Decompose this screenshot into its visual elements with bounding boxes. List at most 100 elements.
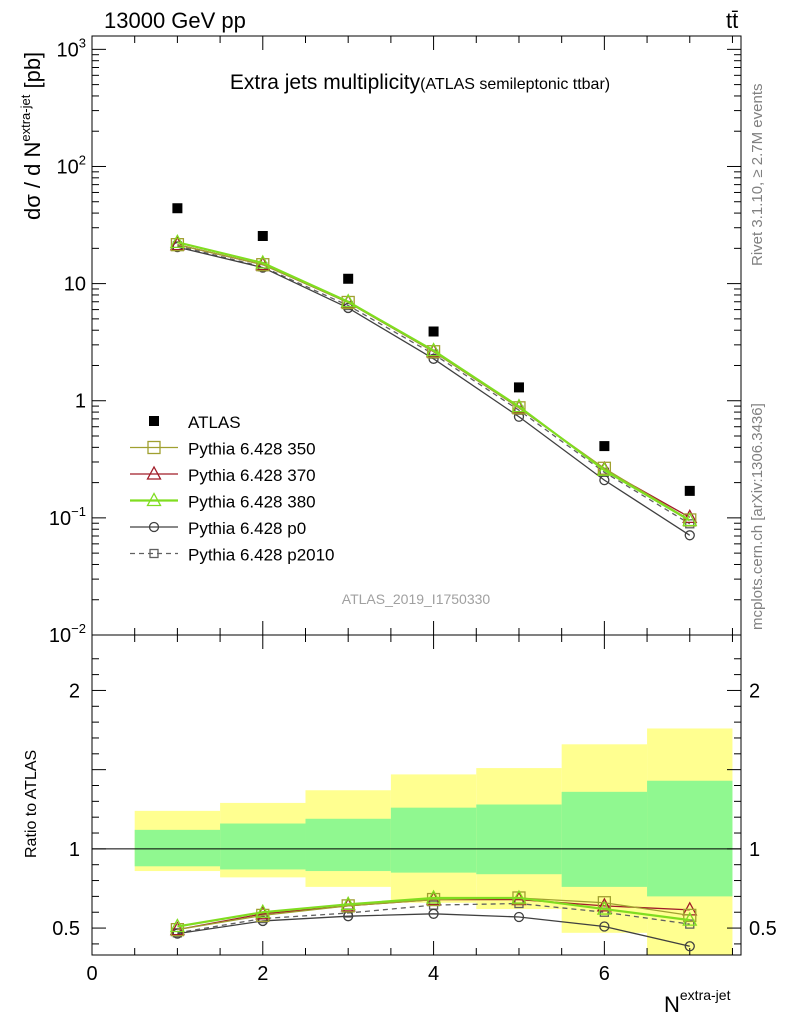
ratio-uncertainty-bands bbox=[134, 728, 733, 955]
main-y-axis-title-pre: dσ / d N bbox=[20, 142, 45, 220]
main-point-data bbox=[343, 273, 354, 284]
legend-marker-p2010 bbox=[149, 548, 159, 559]
main-point-data bbox=[599, 441, 610, 452]
plot-title: Extra jets multiplicity(ATLAS semilepton… bbox=[230, 71, 610, 94]
main-point-p0 bbox=[428, 353, 439, 364]
ratio-y-tick-label-right: 2 bbox=[749, 680, 760, 702]
ratio-band-inner bbox=[647, 780, 733, 897]
main-y-tick-label: 102 bbox=[57, 152, 86, 178]
ratio-point-p0 bbox=[599, 921, 610, 932]
ratio-line-p380 bbox=[177, 896, 690, 928]
legend-label-p370: Pythia 6.428 370 bbox=[188, 466, 316, 485]
ratio-point-p380 bbox=[682, 911, 698, 926]
legend: ATLAS Pythia 6.428 350 Pythia 6.428 370 Pyt… bbox=[130, 413, 335, 565]
main-y-tick-label: 10−2 bbox=[49, 621, 86, 647]
main-y-tick-label: 10−1 bbox=[49, 504, 86, 530]
legend-marker-p370 bbox=[146, 465, 162, 480]
ratio-panel-series bbox=[169, 889, 698, 952]
rivet-version-label: Rivet 3.1.10, ≥ 2.7M events bbox=[749, 84, 766, 267]
main-point-p350 bbox=[341, 295, 355, 310]
main-point-p350 bbox=[512, 401, 526, 415]
ratio-y-tick-label-left: 1 bbox=[69, 839, 80, 861]
main-point-p380 bbox=[255, 254, 271, 269]
main-point-p0 bbox=[684, 530, 695, 541]
legend-label-p380: Pythia 6.428 380 bbox=[188, 493, 316, 512]
legend-marker-p0 bbox=[148, 521, 160, 533]
main-point-p380 bbox=[425, 342, 442, 357]
ratio-point-p0 bbox=[428, 908, 439, 919]
ratio-band-inner bbox=[561, 791, 648, 887]
ratio-band-inner bbox=[476, 804, 562, 875]
x-axis-title-base: N bbox=[664, 992, 680, 1017]
analysis-id: ATLAS_2019_I1750330 bbox=[342, 591, 491, 607]
plot-title-sub: (ATLAS semileptonic ttbar) bbox=[420, 76, 610, 93]
main-point-p380 bbox=[340, 293, 356, 308]
main-y-tick-label-exp: 2 bbox=[79, 152, 86, 167]
legend-marker-data bbox=[149, 416, 159, 426]
main-y-tick-label: 10 bbox=[64, 274, 86, 296]
ratio-point-p380 bbox=[255, 903, 271, 918]
x-tick-label: 2 bbox=[257, 963, 268, 985]
ratio-point-p380 bbox=[169, 918, 185, 933]
ratio-y-tick-label-left: 0.5 bbox=[52, 918, 80, 940]
ratio-point-p350 bbox=[683, 908, 697, 923]
legend-label-p350: Pythia 6.428 350 bbox=[188, 440, 316, 459]
main-point-data bbox=[684, 485, 695, 496]
x-tick-label: 0 bbox=[86, 963, 97, 985]
main-point-p350 bbox=[426, 345, 441, 359]
main-point-p370 bbox=[682, 508, 698, 524]
main-y-tick-label-base: 10 bbox=[49, 508, 71, 530]
main-y-tick-label-exp: −1 bbox=[71, 504, 86, 519]
main-y-tick-label-base: 10 bbox=[57, 39, 79, 61]
ratio-point-p350 bbox=[426, 892, 441, 907]
main-y-tick-label-base: 10 bbox=[57, 156, 79, 178]
ratio-point-p0 bbox=[513, 911, 525, 923]
legend-marker-p350 bbox=[147, 440, 161, 455]
main-y-axis-title-unit: [pb] bbox=[20, 52, 45, 95]
main-y-axis-title: dσ / d Nextra-jet [pb] bbox=[18, 52, 45, 220]
legend-label-p2010: Pythia 6.428 p2010 bbox=[188, 546, 335, 565]
mcplots-site-label: mcplots.cern.ch [arXiv:1306.3436] bbox=[749, 403, 766, 630]
ratio-y-tick-label-right: 0.5 bbox=[749, 918, 777, 940]
main-point-data bbox=[257, 230, 268, 241]
ratio-point-p0 bbox=[684, 941, 695, 952]
main-y-tick-label: 1 bbox=[75, 391, 86, 413]
ratio-band-inner bbox=[220, 823, 306, 870]
main-point-data bbox=[172, 203, 183, 214]
ratio-point-p380 bbox=[511, 889, 527, 904]
ratio-point-p370 bbox=[596, 897, 612, 912]
main-point-p380 bbox=[169, 233, 185, 249]
ratio-panel-frame bbox=[91, 634, 742, 956]
ratio-point-p380 bbox=[425, 889, 442, 904]
ratio-band-inner bbox=[305, 818, 391, 872]
legend-label-data: ATLAS bbox=[188, 413, 241, 432]
plot-title-main: Extra jets multiplicity bbox=[230, 71, 421, 94]
legend-marker-p380 bbox=[146, 492, 162, 507]
main-y-tick-label-base: 10 bbox=[49, 625, 71, 647]
ratio-y-tick-label-left: 2 bbox=[69, 680, 80, 702]
ratio-band-inner bbox=[134, 829, 221, 867]
main-panel-series bbox=[169, 203, 698, 541]
ratio-y-axis-title: Ratio to ATLAS bbox=[23, 750, 40, 858]
main-line-p380 bbox=[177, 241, 691, 522]
main-y-axis-title-sup: extra-jet bbox=[18, 94, 33, 141]
process-label: tt̄ bbox=[726, 8, 738, 33]
main-y-tick-label: 103 bbox=[57, 35, 86, 61]
ratio-y-tick-label-right: 1 bbox=[749, 839, 760, 861]
legend-label-p0: Pythia 6.428 p0 bbox=[188, 519, 306, 538]
x-tick-label: 4 bbox=[428, 963, 439, 985]
main-point-data bbox=[513, 382, 524, 393]
x-axis-title-sup: extra-jet bbox=[680, 987, 731, 1003]
main-y-tick-label-exp: 3 bbox=[79, 35, 86, 50]
ratio-band-inner bbox=[390, 807, 477, 873]
energy-label: 13000 GeV pp bbox=[104, 8, 246, 33]
ratio-point-p380 bbox=[340, 895, 356, 910]
main-point-p380 bbox=[511, 398, 527, 413]
x-axis-title: Nextra-jet bbox=[664, 987, 731, 1017]
main-point-p380 bbox=[596, 461, 612, 476]
main-point-data bbox=[428, 326, 439, 337]
x-tick-label: 6 bbox=[599, 963, 610, 985]
main-y-tick-label-exp: −2 bbox=[71, 621, 86, 636]
